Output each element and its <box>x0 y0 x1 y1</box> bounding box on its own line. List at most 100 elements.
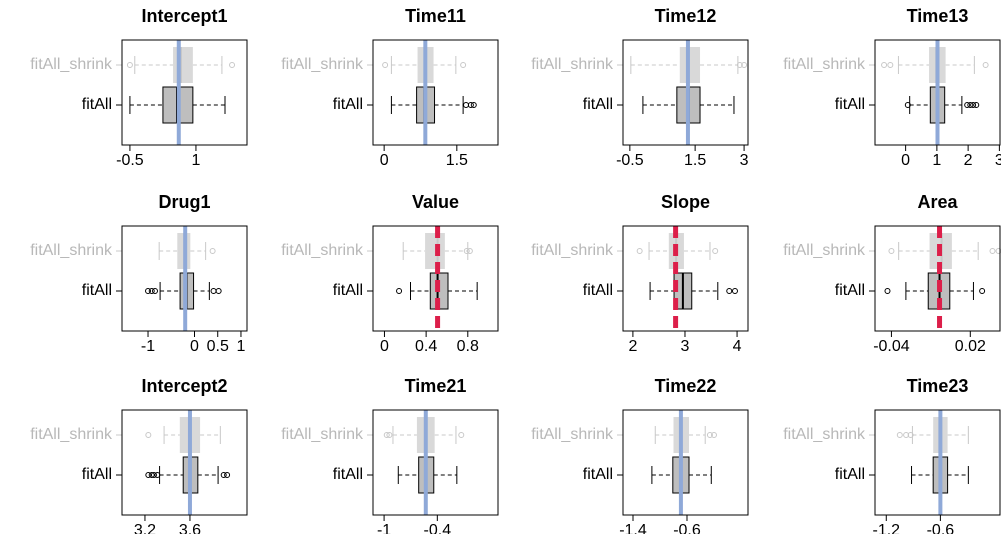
panel: Time23 fitAll_shrink fitAll -1.2 -0.6 <box>783 376 1001 534</box>
x-tick-label: 1.5 <box>684 152 706 169</box>
outlier <box>229 62 236 68</box>
plot-frame <box>372 39 499 146</box>
outlier <box>887 62 894 68</box>
panel-title: Value <box>412 192 459 212</box>
outlier <box>470 102 477 108</box>
x-tick-label: 1 <box>932 152 941 169</box>
outlier <box>209 248 216 254</box>
x-tick-label: 0 <box>901 152 910 169</box>
outlier <box>979 288 986 294</box>
outlier <box>148 288 155 294</box>
x-tick-label: -0.6 <box>673 522 701 534</box>
category-label: fitAll_shrink <box>531 242 614 259</box>
panel: Time22 fitAll_shrink fitAll -1.4 -0.6 <box>531 376 749 534</box>
category-label: fitAll_shrink <box>783 56 866 73</box>
outlier <box>712 248 719 254</box>
x-tick-label: 0.4 <box>415 338 437 355</box>
plot-frame <box>121 409 248 516</box>
outlier <box>982 62 989 68</box>
outlier <box>151 288 158 294</box>
plot-frame <box>372 225 499 332</box>
x-tick-label: 0 <box>380 338 389 355</box>
x-tick-label: 3 <box>681 338 690 355</box>
plot-frame <box>622 225 749 332</box>
x-tick-label: 0.8 <box>457 338 479 355</box>
outlier <box>731 288 738 294</box>
category-label: fitAll <box>835 282 865 299</box>
x-tick-label: -1 <box>377 522 391 534</box>
outlier <box>706 432 713 438</box>
category-label: fitAll_shrink <box>30 242 113 259</box>
outlier <box>989 248 996 254</box>
outlier <box>907 432 914 438</box>
outlier <box>150 472 157 478</box>
x-tick-label: 0.5 <box>207 338 229 355</box>
outlier <box>148 472 155 478</box>
outlier <box>741 62 748 68</box>
panel: Time11 fitAll_shrink fitAll 0 1.5 <box>281 6 499 169</box>
x-tick-label: -0.4 <box>424 522 452 534</box>
outlier <box>224 472 231 478</box>
category-label: fitAll <box>835 96 865 113</box>
outlier <box>383 432 390 438</box>
plot-frame <box>622 39 749 146</box>
category-label: fitAll <box>333 282 363 299</box>
x-tick-label: 3.6 <box>179 522 201 534</box>
outlier <box>145 432 152 438</box>
panel-title: Drug1 <box>158 192 210 212</box>
category-label: fitAll_shrink <box>30 426 113 443</box>
plot-frame <box>874 409 1001 516</box>
plot-frame <box>121 39 248 146</box>
outlier <box>884 288 891 294</box>
outlier <box>215 288 222 294</box>
panel: Area fitAll_shrink fitAll -0.04 0.02 <box>783 192 1001 355</box>
outlier <box>881 62 888 68</box>
outlier <box>210 288 217 294</box>
panel-title: Time12 <box>655 6 717 26</box>
panel-title: Time22 <box>655 376 717 396</box>
panel-title: Time11 <box>405 6 466 26</box>
x-tick-label: 3 <box>995 152 1001 169</box>
outlier <box>145 472 152 478</box>
x-tick-label: 2 <box>964 152 973 169</box>
outlier <box>386 432 393 438</box>
panel-title: Time21 <box>405 376 467 396</box>
box <box>173 47 193 83</box>
panel-title: Time23 <box>907 376 969 396</box>
category-label: fitAll <box>333 466 363 483</box>
box <box>425 233 445 269</box>
category-label: fitAll_shrink <box>281 426 364 443</box>
x-tick-label: 3 <box>740 152 749 169</box>
panel: Intercept1 fitAll_shrink fitAll -0.5 1 <box>30 6 248 169</box>
panel: Intercept2 fitAll_shrink fitAll 3.2 3.6 <box>30 376 248 534</box>
category-label: fitAll <box>82 466 112 483</box>
panel: Slope fitAll_shrink fitAll 2 3 4 <box>531 192 749 355</box>
outlier <box>710 432 717 438</box>
panel-title: Slope <box>661 192 710 212</box>
panel-title: Intercept1 <box>141 6 227 26</box>
panel: Time12 fitAll_shrink fitAll -0.5 1.5 3 <box>531 6 748 169</box>
outlier <box>126 62 133 68</box>
outlier <box>896 432 903 438</box>
outlier <box>382 62 389 68</box>
outlier <box>460 62 467 68</box>
panel-title: Intercept2 <box>141 376 227 396</box>
x-tick-label: 2 <box>628 338 637 355</box>
plot-frame <box>622 409 749 516</box>
category-label: fitAll <box>82 282 112 299</box>
panel: Time21 fitAll_shrink fitAll -1 -0.4 <box>281 376 499 534</box>
outlier <box>736 62 743 68</box>
panel-title: Area <box>917 192 958 212</box>
category-label: fitAll_shrink <box>783 426 866 443</box>
category-label: fitAll_shrink <box>30 56 113 73</box>
x-tick-label: 4 <box>733 338 742 355</box>
outlier <box>964 102 971 108</box>
panel-title: Time13 <box>907 6 969 26</box>
outlier <box>458 432 465 438</box>
x-tick-label: 0 <box>190 338 199 355</box>
category-label: fitAll_shrink <box>281 56 364 73</box>
x-tick-label: 1 <box>191 152 200 169</box>
category-label: fitAll <box>583 466 613 483</box>
